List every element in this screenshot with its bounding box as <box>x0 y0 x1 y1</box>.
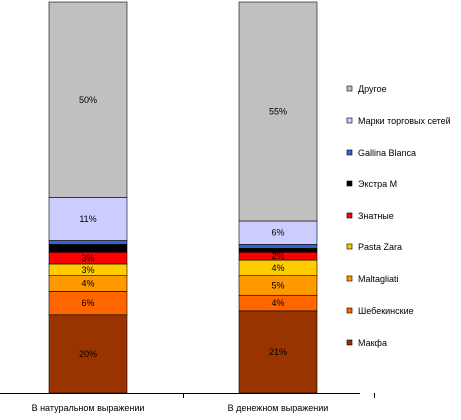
legend-item: Шебекинские <box>346 306 414 316</box>
bar-segment <box>238 248 318 253</box>
legend-item: Макфа <box>346 338 387 348</box>
legend-label: Знатные <box>358 211 394 221</box>
legend: Макфа Шебекинские Maltagliati Pasta Zara Зна… <box>346 84 451 348</box>
legend-item: Gallina Blanca <box>346 148 416 158</box>
legend-label: Марки торговых сетей <box>358 116 451 126</box>
legend-label: Шебекинские <box>358 306 414 316</box>
legend-item: Знатные <box>346 211 394 221</box>
bar-segment <box>238 1 318 222</box>
legend-swatch <box>346 212 353 219</box>
bar-segment <box>238 244 318 249</box>
legend-label: Другое <box>358 84 387 94</box>
legend-label: Gallina Blanca <box>358 148 416 158</box>
category-label: В денежном выражении <box>228 403 329 413</box>
legend-label: Pasta Zara <box>358 242 402 252</box>
data-label: 3% <box>81 253 94 263</box>
bar-segment <box>238 310 318 394</box>
bar-segment <box>48 197 128 241</box>
data-label: 3% <box>81 265 94 275</box>
legend-swatch <box>346 307 353 314</box>
legend-label: Макфа <box>358 338 387 348</box>
legend-label: Экстра М <box>358 179 397 189</box>
bar-segment <box>48 244 128 253</box>
legend-swatch <box>346 275 353 282</box>
data-label: 20% <box>79 349 97 359</box>
legend-item: Maltagliati <box>346 274 399 284</box>
category-label: В натуральном выражении <box>32 403 145 413</box>
data-label: 55% <box>269 106 287 116</box>
legend-item: Экстра М <box>346 179 397 189</box>
bar-segment <box>48 1 128 198</box>
legend-item: Марки торговых сетей <box>346 116 451 126</box>
data-label: 21% <box>269 347 287 357</box>
data-label: 50% <box>79 95 97 105</box>
legend-item: Pasta Zara <box>346 242 402 252</box>
legend-swatch <box>346 117 353 124</box>
plot-area: 20% 6% 4% 3% 3% 11% 50% В натуральном выражении… <box>0 1 375 413</box>
bar-segment <box>48 314 128 394</box>
data-label: 5% <box>271 280 284 290</box>
bar-segment <box>48 240 128 245</box>
legend-label: Maltagliati <box>358 274 399 284</box>
legend-swatch <box>346 180 353 187</box>
data-label: 11% <box>79 214 96 224</box>
data-label: 6% <box>81 298 94 308</box>
data-label: 4% <box>271 298 284 308</box>
legend-swatch <box>346 149 353 156</box>
data-label: 4% <box>81 279 94 289</box>
data-label: 4% <box>271 263 284 273</box>
legend-swatch <box>346 85 353 92</box>
legend-swatch <box>346 243 353 250</box>
data-label: 6% <box>271 228 284 238</box>
legend-item: Другое <box>346 84 387 94</box>
data-label: 2% <box>271 251 284 261</box>
legend-swatch <box>346 339 353 346</box>
